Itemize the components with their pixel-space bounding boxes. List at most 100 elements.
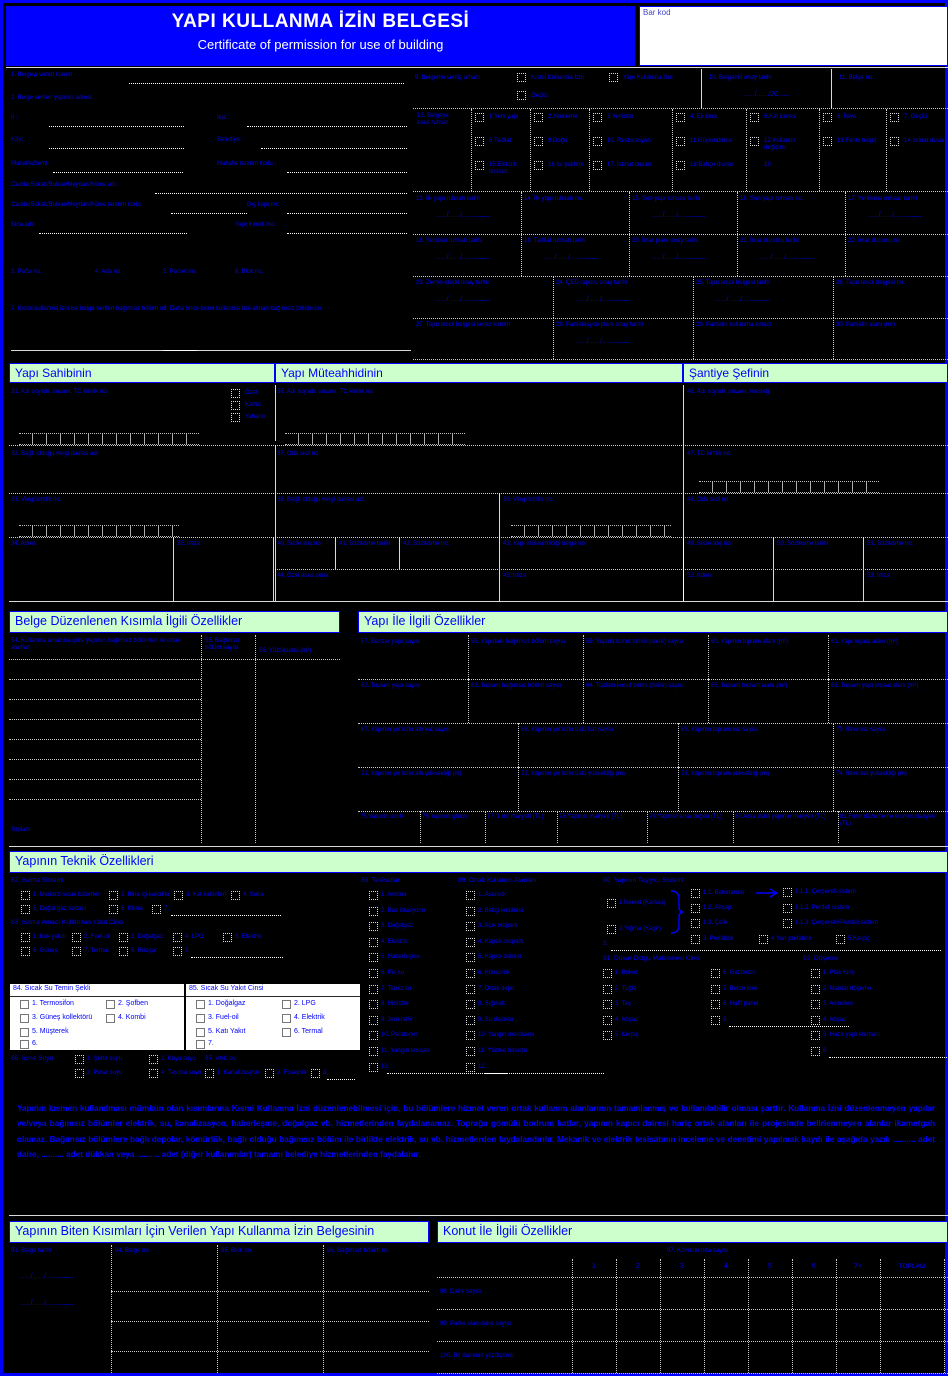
checkbox-r4[interactable]	[676, 113, 685, 122]
checkbox-col91-7[interactable]	[711, 984, 720, 994]
checkbox-84-3[interactable]	[20, 1014, 29, 1023]
checkbox-82-4[interactable]	[231, 891, 240, 900]
checkbox-col91-1[interactable]	[603, 969, 612, 978]
checkbox-83-6[interactable]	[21, 947, 30, 956]
checkbox-83-1[interactable]	[21, 933, 30, 942]
checkbox-col88-6[interactable]	[369, 969, 378, 978]
checkbox-83-4[interactable]	[173, 933, 182, 942]
checkbox-87-2[interactable]	[265, 1069, 274, 1078]
checkbox-90-1-1[interactable]	[691, 889, 700, 898]
checkbox-86-4[interactable]	[149, 1069, 158, 1078]
checkbox-col91-6[interactable]	[711, 969, 720, 978]
checkbox-83-9[interactable]	[173, 947, 182, 956]
checkbox-90-1[interactable]	[607, 899, 616, 908]
checkbox-owner-yabanci[interactable]	[231, 413, 240, 422]
checkbox-col88-11[interactable]	[369, 1047, 378, 1056]
checkbox-86-3[interactable]	[75, 1069, 84, 1078]
checkbox-85-4[interactable]	[282, 1014, 291, 1023]
checkbox-86-2[interactable]	[149, 1055, 158, 1064]
checkbox-col88-4[interactable]	[369, 937, 378, 947]
checkbox-col88-1[interactable]	[369, 891, 378, 900]
date-cell-value[interactable]: ....../....../..............	[435, 296, 490, 303]
checkbox-col92-3[interactable]	[811, 1000, 820, 1010]
checkbox-col91-8[interactable]	[711, 1000, 720, 1010]
checkbox-90-4[interactable]	[759, 935, 768, 944]
checkbox-col88-10[interactable]	[369, 1031, 378, 1041]
date-cell-value[interactable]: ....../....../..............	[543, 254, 598, 261]
date-cell-value[interactable]: ....../....../..............	[867, 212, 922, 219]
checkbox-col92-5[interactable]	[811, 1031, 820, 1041]
checkbox-r13[interactable]	[823, 137, 832, 146]
checkbox-83-8[interactable]	[119, 947, 128, 956]
checkbox-84-2[interactable]	[106, 1000, 115, 1009]
checkbox-col89-4[interactable]	[466, 937, 475, 947]
checkbox-82-2[interactable]	[109, 891, 118, 900]
checkbox-r14[interactable]	[890, 137, 899, 146]
checkbox-col91-4[interactable]	[603, 1015, 612, 1025]
checkbox-col89-9[interactable]	[466, 1015, 475, 1025]
checkbox-r1[interactable]	[475, 113, 484, 122]
checkbox-col89-2[interactable]	[466, 906, 475, 916]
checkbox-col89-1[interactable]	[466, 891, 475, 900]
checkbox-84-5[interactable]	[20, 1028, 29, 1037]
checkbox-kismi-kullanma[interactable]	[517, 73, 526, 82]
checkbox-r7[interactable]	[890, 113, 899, 122]
checkbox-85-2[interactable]	[282, 1000, 291, 1009]
checkbox-r5[interactable]	[750, 113, 759, 122]
checkbox-r17[interactable]	[593, 161, 602, 170]
checkbox-col88-3[interactable]	[369, 922, 378, 932]
checkbox-87-1[interactable]	[205, 1069, 214, 1078]
checkbox-owner-ozel[interactable]	[231, 389, 240, 398]
checkbox-82-6[interactable]	[109, 905, 118, 914]
checkbox-col89-6[interactable]	[466, 969, 475, 978]
checkbox-83-2[interactable]	[72, 933, 81, 942]
checkbox-col88-2[interactable]	[369, 906, 378, 916]
checkbox-r16[interactable]	[534, 161, 543, 170]
checkbox-gecici[interactable]	[517, 91, 526, 100]
field-93-value-2[interactable]: ....../....../..............	[19, 1300, 74, 1307]
checkbox-r8[interactable]	[475, 137, 484, 146]
date-cell-value[interactable]: ....../....../..............	[651, 212, 706, 219]
checkbox-col91-2[interactable]	[603, 984, 612, 994]
checkbox-90-1-1-1[interactable]	[783, 888, 792, 897]
checkbox-82-1[interactable]	[21, 891, 30, 900]
checkbox-83-7[interactable]	[72, 947, 81, 956]
checkbox-col88-5[interactable]	[369, 953, 378, 963]
checkbox-87-3[interactable]	[311, 1069, 320, 1078]
checkbox-col89-3[interactable]	[466, 922, 475, 932]
checkbox-82-7[interactable]	[152, 905, 161, 914]
checkbox-col88-7[interactable]	[369, 984, 378, 994]
checkbox-r3[interactable]	[593, 113, 602, 122]
checkbox-col88-8[interactable]	[369, 1000, 378, 1010]
date-cell-value[interactable]: ....../....../..............	[575, 338, 630, 345]
checkbox-84-6[interactable]	[20, 1040, 29, 1049]
date-cell-value[interactable]: ....../....../..............	[575, 296, 630, 303]
checkbox-90-1-1-3[interactable]	[783, 919, 792, 928]
checkbox-col91-9[interactable]	[711, 1015, 720, 1025]
checkbox-r9[interactable]	[534, 137, 543, 146]
checkbox-r6[interactable]	[823, 113, 832, 122]
checkbox-90-5[interactable]	[836, 935, 845, 944]
checkbox-col88-12[interactable]	[369, 1062, 378, 1072]
checkbox-col92-1[interactable]	[811, 969, 820, 978]
checkbox-85-7[interactable]	[196, 1040, 205, 1049]
checkbox-col92-6[interactable]	[811, 1047, 820, 1056]
checkbox-90-1-1-2[interactable]	[783, 904, 792, 913]
checkbox-90-1-3[interactable]	[691, 919, 700, 928]
checkbox-r11[interactable]	[676, 137, 685, 146]
checkbox-90-1-2[interactable]	[691, 904, 700, 913]
checkbox-col89-5[interactable]	[466, 953, 475, 963]
checkbox-owner-kamu[interactable]	[231, 401, 240, 410]
date-cell-value[interactable]: ....../....../..............	[715, 296, 770, 303]
checkbox-col92-2[interactable]	[811, 984, 820, 994]
checkbox-r2[interactable]	[534, 113, 543, 122]
checkbox-r10[interactable]	[593, 137, 602, 146]
checkbox-col91-3[interactable]	[603, 1000, 612, 1010]
checkbox-col89-11[interactable]	[466, 1047, 475, 1056]
checkbox-r18[interactable]	[676, 161, 685, 170]
date-cell-value[interactable]: ....../....../..............	[435, 212, 490, 219]
checkbox-col89-7[interactable]	[466, 984, 475, 994]
checkbox-r15[interactable]	[475, 161, 484, 170]
checkbox-col91-5[interactable]	[603, 1031, 612, 1041]
checkbox-90-2[interactable]	[607, 925, 616, 934]
